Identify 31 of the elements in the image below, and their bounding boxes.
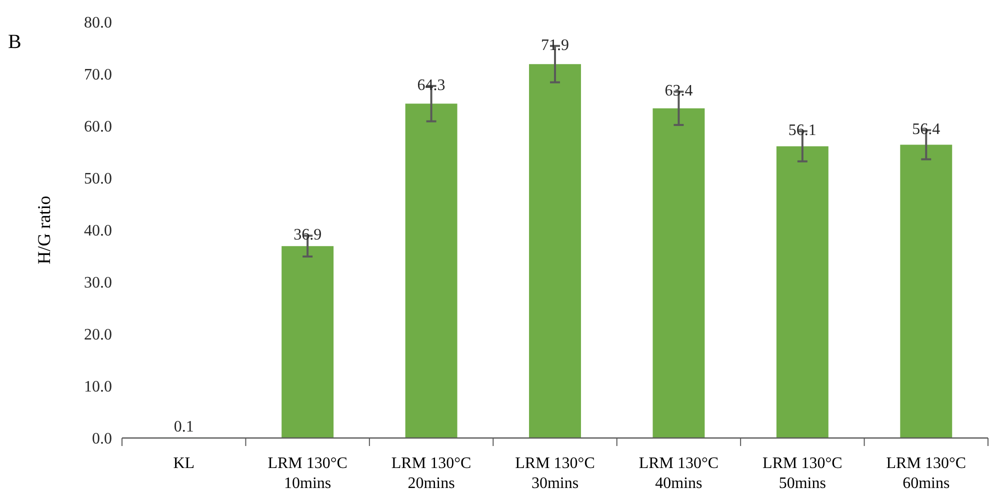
bar — [652, 108, 705, 438]
bar — [405, 104, 458, 438]
bar — [282, 246, 334, 438]
y-tick-label: 80.0 — [84, 14, 112, 32]
y-tick-label: 0.0 — [92, 430, 112, 448]
x-tick-label: LRM 130°C 50mins — [762, 455, 842, 492]
y-tick-label: 30.0 — [84, 274, 112, 292]
data-label: 36.9 — [294, 226, 322, 244]
bar — [529, 64, 581, 438]
y-axis-title: H/G ratio — [34, 196, 54, 264]
x-tick-label: KL — [173, 455, 195, 472]
y-tick-label: 10.0 — [84, 378, 112, 396]
chart-title: B — [8, 31, 22, 53]
data-label: 71.9 — [541, 36, 569, 54]
bar — [900, 144, 952, 438]
y-tick-label: 70.0 — [84, 66, 112, 84]
x-tick-label: LRM 130°C 20mins — [391, 455, 472, 492]
y-tick-label: 40.0 — [84, 222, 112, 240]
x-tick-label: LRM 130°C 40mins — [638, 455, 719, 492]
y-tick-label: 20.0 — [84, 326, 112, 344]
y-tick-label: 50.0 — [84, 170, 112, 188]
x-tick-label: LRM 130°C 60mins — [886, 455, 966, 492]
data-label: 64.3 — [417, 76, 446, 94]
x-tick-label: LRM 130°C 10mins — [268, 455, 348, 492]
data-label: 63.4 — [664, 82, 693, 100]
y-tick-label: 60.0 — [84, 118, 112, 136]
data-label: 0.1 — [174, 418, 194, 436]
data-label: 56.4 — [912, 121, 940, 138]
data-label: 56.1 — [788, 122, 816, 140]
x-tick-label: LRM 130°C 30mins — [515, 455, 595, 492]
bar — [776, 146, 828, 438]
